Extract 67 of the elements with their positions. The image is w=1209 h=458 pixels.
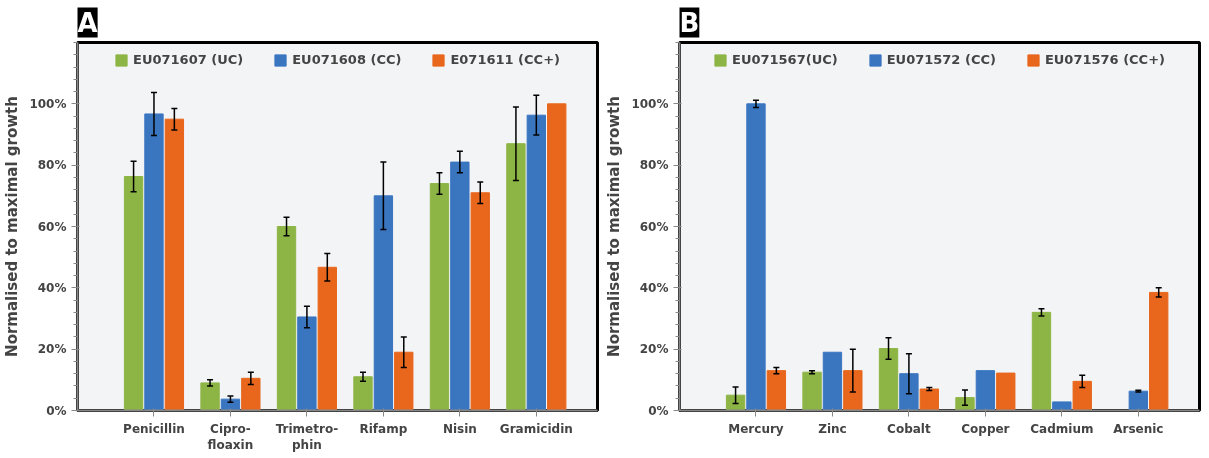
bar: [1128, 390, 1148, 411]
bar: [843, 370, 863, 411]
y-tick-label: 0%: [46, 403, 67, 418]
bar: [429, 183, 450, 411]
x-tick-label: Arsenic: [1113, 421, 1164, 436]
x-tick-label: Nisin: [442, 421, 477, 436]
y-tick-label: 80%: [37, 158, 67, 173]
y-tick-label: 60%: [37, 219, 67, 234]
bar: [822, 351, 843, 411]
y-tick-label: 20%: [37, 342, 67, 357]
legend-label: EU071572 (CC): [886, 52, 996, 67]
bar: [1031, 311, 1052, 411]
x-tick-label: Penicillin: [123, 421, 185, 436]
bar: [394, 351, 414, 411]
x-tick-label: Trimetro- phin: [275, 421, 339, 453]
bar: [317, 266, 337, 411]
y-tick-label: 100%: [29, 96, 67, 111]
bar: [297, 316, 317, 411]
x-tick-label: Mercury: [728, 421, 784, 436]
chart-title: A: [77, 7, 98, 38]
y-tick-label: 20%: [639, 342, 669, 357]
bar: [547, 103, 567, 411]
bar: [123, 176, 144, 411]
bar: [1149, 291, 1169, 411]
bar: [470, 192, 490, 411]
legend-label: EU071608 (CC): [292, 52, 402, 67]
bar: [725, 394, 746, 411]
bar: [276, 226, 297, 411]
bar: [878, 348, 899, 411]
y-axis-title: Normalised to maximal growth: [605, 96, 624, 357]
chart-title: B: [679, 7, 700, 38]
bar: [996, 372, 1016, 411]
bar: [506, 143, 526, 411]
bar: [1052, 401, 1072, 411]
y-tick-label: 60%: [639, 219, 669, 234]
legend-label: EU071607 (UC): [133, 52, 244, 67]
y-axis-title: Normalised to maximal growth: [3, 96, 22, 357]
legend-label: E071611 (CC+): [450, 52, 560, 67]
x-tick-label: Cipro- floaxin: [207, 421, 254, 453]
bar: [373, 195, 394, 411]
bar: [200, 382, 220, 411]
bar: [975, 370, 996, 411]
bar: [450, 161, 470, 411]
y-tick-label: 80%: [639, 158, 669, 173]
y-tick-label: 40%: [639, 280, 669, 295]
x-tick-label: Gramicidin: [499, 421, 573, 436]
legend-label: EU071576 (CC+): [1044, 52, 1165, 67]
y-tick-label: 40%: [37, 280, 67, 295]
x-tick-label: Zinc: [818, 421, 847, 436]
bar: [353, 376, 373, 411]
bar: [899, 373, 919, 411]
y-tick-label: 100%: [631, 96, 669, 111]
x-tick-label: Rifamp: [359, 421, 408, 436]
bar: [919, 388, 939, 411]
x-tick-label: Cadmium: [1030, 421, 1094, 436]
bar: [746, 103, 766, 411]
bar: [802, 371, 822, 411]
bar: [144, 113, 164, 411]
y-tick-label: 0%: [648, 403, 669, 418]
bar: [1072, 380, 1092, 411]
x-tick-label: Copper: [961, 421, 1010, 436]
bar: [164, 118, 185, 411]
bar: [526, 114, 546, 411]
x-tick-label: Cobalt: [887, 421, 931, 436]
bar: [766, 370, 787, 411]
bar: [241, 377, 261, 411]
legend-label: EU071567(UC): [732, 52, 838, 67]
